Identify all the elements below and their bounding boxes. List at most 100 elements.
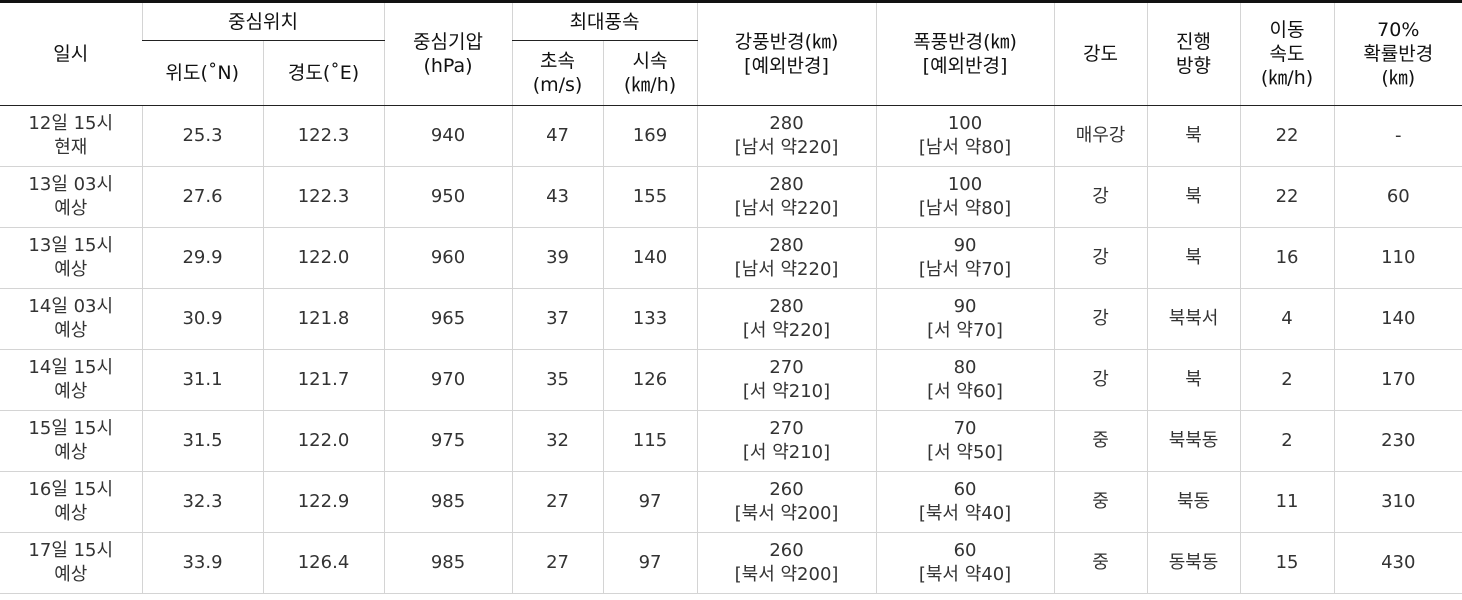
cell-wind-ms: 35 — [511, 349, 604, 411]
header-pressure-line: 중심기압 — [413, 31, 483, 53]
cell-gale-radius: 280 [남서 약220] — [696, 105, 877, 167]
cell-direction: 동북동 — [1146, 532, 1241, 594]
cell-datetime-line: 예상 — [54, 259, 88, 280]
cell-storm-radius-line: [남서 약70] — [918, 259, 1012, 280]
cell-gale-radius-line: 280 — [769, 296, 804, 317]
cell-datetime: 12일 15시 현재 — [0, 105, 142, 167]
cell-gale-radius: 260 [북서 약200] — [696, 532, 877, 594]
cell-intensity: 강 — [1053, 166, 1148, 228]
cell-intensity: 중 — [1053, 471, 1148, 533]
header-wind-ms: 초속 (m/s) — [511, 40, 604, 106]
cell-datetime-line: 15일 15시 — [28, 418, 114, 439]
cell-datetime-line: 14일 03시 — [28, 296, 114, 317]
cell-longitude: 122.3 — [262, 105, 385, 167]
header-prob-radius-unit: (㎞) — [1381, 67, 1416, 89]
header-speed: 이동 속도 (㎞/h) — [1239, 1, 1335, 106]
header-wind-ms-line: 초속 — [540, 50, 575, 72]
cell-speed: 22 — [1239, 105, 1335, 167]
cell-gale-radius-line: [북서 약200] — [734, 564, 839, 585]
cell-pressure: 940 — [383, 105, 513, 167]
cell-storm-radius-line: [남서 약80] — [918, 137, 1012, 158]
cell-gale-radius-line: [남서 약220] — [734, 137, 839, 158]
cell-direction: 북동 — [1146, 471, 1241, 533]
cell-datetime-line: 예상 — [54, 198, 88, 219]
cell-storm-radius: 100 [남서 약80] — [875, 166, 1055, 228]
cell-storm-radius-line: [서 약50] — [927, 442, 1003, 463]
cell-storm-radius: 70 [서 약50] — [875, 410, 1055, 472]
cell-latitude: 33.9 — [141, 532, 263, 594]
header-speed-unit: (㎞/h) — [1260, 67, 1314, 89]
table-row: 13일 15시 예상 29.9 122.0 960 39 140 280 [남서 약220] 90… — [0, 227, 1462, 289]
table-row: 15일 15시 예상 31.5 122.0 975 32 115 270 [서 약210] 70[… — [0, 410, 1462, 472]
cell-pressure: 960 — [383, 227, 513, 289]
table-row: 12일 15시 현재 25.3 122.3 940 47 169 280 [남서 약220] 10… — [0, 105, 1462, 167]
cell-storm-radius-line: 100 — [947, 174, 983, 195]
cell-pressure: 970 — [383, 349, 513, 411]
cell-longitude: 122.3 — [262, 166, 385, 228]
header-storm-radius-note: [예외반경] — [922, 55, 1008, 77]
cell-datetime-line: 13일 15시 — [28, 235, 114, 256]
cell-storm-radius-line: 90 — [953, 296, 977, 317]
header-gale-radius-note: [예외반경] — [744, 55, 829, 77]
cell-speed: 2 — [1239, 349, 1335, 411]
cell-storm-radius-line: [남서 약80] — [918, 198, 1012, 219]
header-max-wind: 최대풍속 — [511, 1, 698, 41]
cell-wind-kmh: 115 — [602, 410, 698, 472]
cell-longitude: 121.7 — [262, 349, 385, 411]
cell-storm-radius-line: [북서 약40] — [918, 564, 1012, 585]
cell-longitude: 126.4 — [262, 532, 385, 594]
cell-gale-radius: 270 [서 약210] — [696, 349, 877, 411]
cell-storm-radius: 90 [남서 약70] — [875, 227, 1055, 289]
cell-prob-radius: 310 — [1333, 471, 1462, 533]
cell-datetime-line: 예상 — [54, 320, 88, 341]
header-gale-radius: 강풍반경(㎞) [예외반경] — [696, 1, 877, 106]
cell-intensity: 강 — [1053, 227, 1148, 289]
cell-wind-kmh: 126 — [602, 349, 698, 411]
cell-storm-radius-line: 90 — [953, 235, 977, 256]
cell-longitude: 122.9 — [262, 471, 385, 533]
cell-gale-radius-line: 260 — [769, 479, 804, 500]
cell-gale-radius-line: 270 — [769, 357, 804, 378]
header-gale-radius-line: 강풍반경(㎞) — [734, 31, 839, 53]
cell-direction: 북 — [1146, 166, 1241, 228]
header-wind-kmh-unit: (㎞/h) — [623, 74, 677, 96]
cell-pressure: 950 — [383, 166, 513, 228]
cell-direction: 북 — [1146, 349, 1241, 411]
header-prob-radius: 70% 확률반경 (㎞) — [1333, 1, 1462, 106]
cell-latitude: 30.9 — [141, 288, 263, 350]
cell-pressure: 985 — [383, 532, 513, 594]
cell-wind-ms: 47 — [511, 105, 604, 167]
cell-gale-radius-line: 280 — [769, 174, 804, 195]
cell-wind-kmh: 169 — [602, 105, 698, 167]
cell-datetime-line: 14일 15시 — [28, 357, 114, 378]
header-wind-ms-unit: (m/s) — [532, 74, 583, 96]
cell-datetime: 13일 03시 예상 — [0, 166, 142, 228]
cell-datetime: 14일 15시 예상 — [0, 349, 142, 411]
cell-wind-kmh: 140 — [602, 227, 698, 289]
header-speed-line1: 이동 — [1269, 19, 1305, 41]
cell-datetime: 16일 15시 예상 — [0, 471, 142, 533]
cell-speed: 2 — [1239, 410, 1335, 472]
cell-latitude: 31.1 — [141, 349, 263, 411]
cell-prob-radius: 170 — [1333, 349, 1462, 411]
cell-datetime-line: 12일 15시 — [28, 113, 114, 134]
cell-storm-radius: 60 [북서 약40] — [875, 471, 1055, 533]
cell-speed: 22 — [1239, 166, 1335, 228]
cell-datetime-line: 예상 — [54, 442, 88, 463]
table-header: 일시 중심위치 중심기압 (hPa) 최대풍속 강풍반경(㎞) [예외반경] 폭… — [0, 1, 1462, 106]
header-storm-radius-line: 폭풍반경(㎞) — [913, 31, 1017, 53]
cell-wind-ms: 27 — [511, 471, 604, 533]
cell-gale-radius-line: 270 — [769, 418, 804, 439]
header-datetime: 일시 — [0, 1, 142, 106]
cell-datetime-line: 예상 — [54, 564, 88, 585]
cell-gale-radius-line: [서 약210] — [742, 442, 831, 463]
cell-pressure: 965 — [383, 288, 513, 350]
header-direction-line1: 진행 — [1176, 31, 1212, 53]
cell-storm-radius-line: 70 — [953, 418, 977, 439]
cell-storm-radius-line: 60 — [953, 540, 977, 561]
cell-datetime-line: 17일 15시 — [28, 540, 114, 561]
cell-storm-radius: 80 [서 약60] — [875, 349, 1055, 411]
